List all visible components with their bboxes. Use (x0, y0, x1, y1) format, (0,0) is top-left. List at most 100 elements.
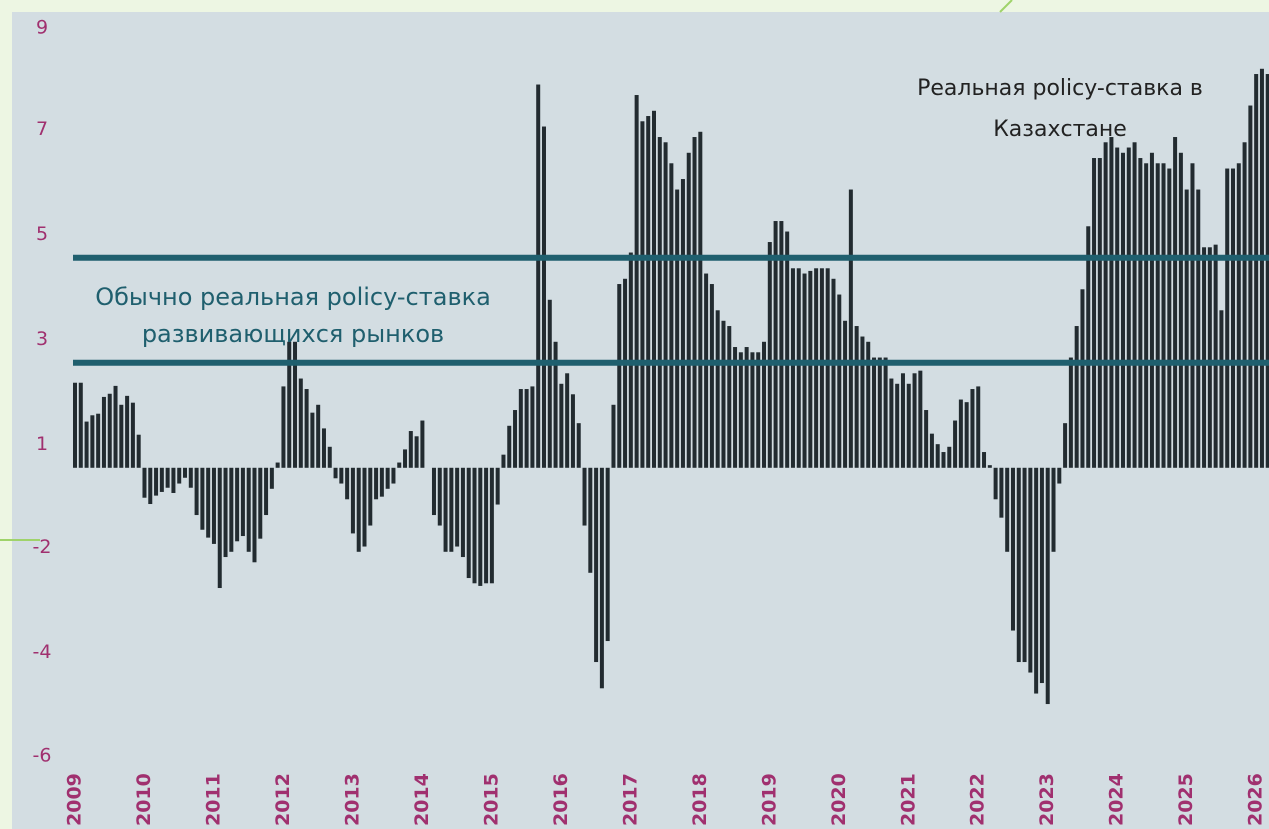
bar (1010, 467, 1015, 631)
annotation: Реальная policy-ставка в (917, 76, 1203, 101)
bar (924, 410, 929, 468)
bar (507, 425, 512, 468)
bar (663, 142, 668, 468)
annotation: Казахстане (993, 117, 1127, 142)
bar (680, 179, 685, 468)
bar (235, 467, 240, 542)
bar (750, 352, 755, 468)
bar (652, 110, 656, 468)
bar (906, 383, 911, 468)
bar (1155, 163, 1160, 468)
bar (825, 268, 830, 468)
bar (843, 320, 848, 468)
bar (1115, 147, 1120, 468)
bar (947, 446, 952, 468)
bar (953, 420, 958, 468)
bar (918, 370, 923, 468)
bar (889, 378, 894, 468)
y-tick-label: 7 (36, 118, 48, 140)
bar (518, 389, 523, 468)
bar (669, 163, 674, 468)
bar (1219, 310, 1224, 468)
bar (877, 357, 882, 468)
bar (211, 467, 216, 544)
bar (530, 386, 535, 468)
bar (130, 402, 135, 468)
bar (982, 452, 987, 468)
bar (356, 467, 361, 552)
bar (217, 467, 222, 589)
x-tick-label: 2017 (619, 773, 641, 826)
bar (790, 268, 795, 468)
bar (90, 415, 95, 468)
bar (895, 383, 900, 468)
bar (1034, 467, 1039, 694)
x-tick-label: 2013 (341, 773, 363, 826)
bar (582, 467, 587, 526)
bar (1144, 163, 1149, 468)
bar (1126, 147, 1131, 468)
bar (964, 402, 969, 468)
bar (1028, 467, 1033, 673)
bar (1068, 357, 1073, 468)
bar (1190, 163, 1195, 468)
bar (738, 352, 743, 468)
y-tick-label: -2 (33, 536, 52, 558)
bar (403, 449, 408, 468)
bar (744, 347, 749, 468)
bar (206, 467, 211, 538)
bar (264, 467, 269, 516)
bar (246, 467, 251, 552)
x-tick-label: 2024 (1106, 773, 1128, 826)
bar (692, 137, 697, 468)
bar (727, 326, 732, 468)
bar (1120, 152, 1125, 468)
bar (1242, 142, 1247, 468)
bar (78, 382, 83, 468)
bar (872, 357, 877, 468)
bar (831, 278, 836, 468)
bar (1109, 137, 1114, 468)
bar (345, 467, 350, 500)
bar (107, 393, 112, 468)
bar (1138, 158, 1143, 468)
bar (1057, 467, 1062, 484)
bar (304, 389, 309, 468)
bar (96, 413, 101, 468)
bar (455, 467, 460, 547)
x-tick-label: 2023 (1036, 773, 1058, 826)
x-tick-label: 2010 (133, 773, 155, 826)
bar (524, 389, 529, 468)
x-tick-label: 2020 (828, 773, 850, 826)
bar (148, 467, 153, 505)
bar (316, 404, 321, 468)
bar (1248, 105, 1253, 468)
y-tick-label: 3 (36, 328, 48, 350)
bar (814, 268, 819, 468)
bar (1254, 74, 1259, 468)
bar (802, 273, 807, 468)
bar (472, 467, 477, 584)
bar (599, 467, 604, 689)
bar (594, 467, 599, 663)
bar (1225, 168, 1230, 468)
bar (478, 467, 483, 586)
bar (1167, 168, 1172, 468)
bar (113, 385, 118, 468)
bar (275, 462, 280, 468)
x-tick-label: 2015 (480, 773, 502, 826)
bar (715, 310, 720, 468)
bar (1236, 163, 1241, 468)
bar (883, 357, 888, 468)
bar (101, 396, 106, 468)
bar (298, 378, 303, 468)
bar (709, 284, 714, 468)
bar (767, 242, 772, 468)
bar (437, 467, 442, 526)
bar (252, 467, 257, 563)
bar (240, 467, 245, 537)
bar (1231, 168, 1235, 468)
bar (796, 268, 801, 468)
bar (200, 467, 205, 530)
